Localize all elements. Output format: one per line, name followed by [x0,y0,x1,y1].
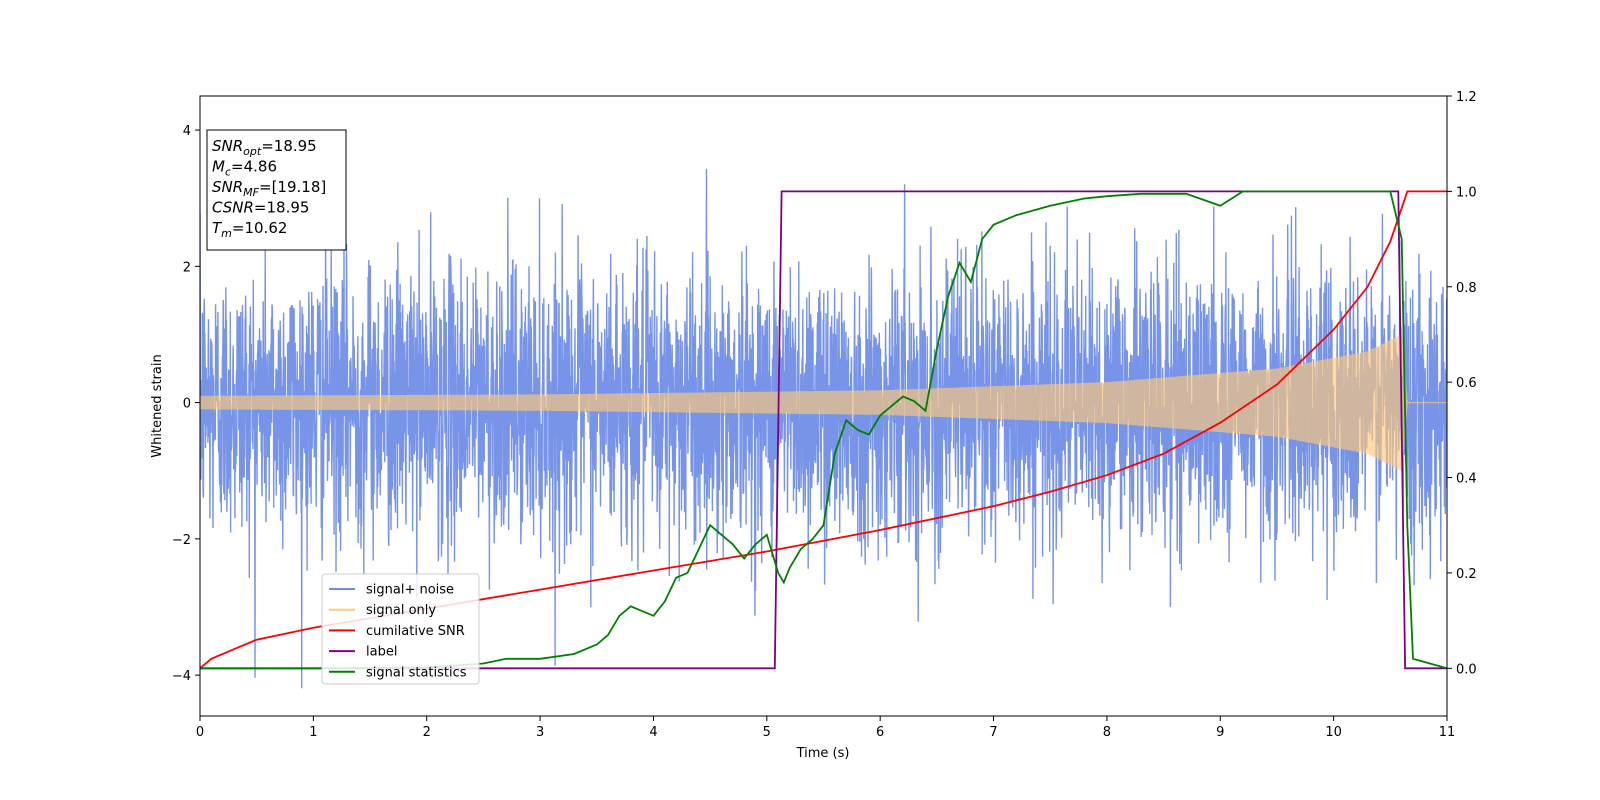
legend-label: signal only [366,603,436,618]
info-line: SNRopt=18.95 [212,137,317,158]
x-axis-label: Time (s) [796,746,850,761]
info-line-value: =18.95 [261,137,317,155]
x-tick-label: 11 [1439,725,1456,740]
info-line-symbol: CSNR [212,199,254,217]
series-layer [200,168,1447,689]
series-signal-only [200,334,1447,471]
x-tick-label: 8 [1103,725,1111,740]
info-line-symbol: M [212,158,225,176]
info-line: SNRMF=[19.18] [212,178,326,199]
x-tick-label: 5 [763,725,771,740]
x-axis: 0 1 2 3 4 5 6 7 8 9 10 11 [196,716,1455,740]
info-line-value: =18.95 [254,199,310,217]
y-axis-left: 4 2 0 −2 −4 [172,124,200,684]
legend-label: cumilative SNR [366,624,465,639]
y2-tick-label: 1.0 [1456,185,1477,200]
legend-frame [321,573,480,685]
x-tick-label: 0 [196,725,204,740]
x-tick-label: 6 [876,725,884,740]
y2-tick-label: 0.2 [1456,567,1477,582]
y-axis-right: 1.2 1.0 0.8 0.6 0.4 0.2 0.0 [1447,90,1477,677]
legend: signal+ noise signal only cumilative SNR la… [321,573,480,685]
info-line: CSNR=18.95 [212,199,309,217]
legend-label: label [366,645,397,660]
x-tick-label: 2 [423,725,431,740]
x-tick-label: 1 [309,725,317,740]
info-line-symbol: T [212,219,223,237]
plot-frame [199,95,1448,717]
info-box: SNRopt=18.95Mc=4.86SNRMF=[19.18]CSNR=18.… [206,129,347,251]
info-line-symbol: SNR [212,137,243,155]
y2-tick-label: 0.6 [1456,376,1477,391]
series-cumilative-snr [200,190,1447,669]
info-line-symbol: SNR [212,178,243,196]
info-box-frame [206,129,347,251]
x-tick-label: 7 [989,725,997,740]
legend-label: signal statistics [366,665,467,680]
info-line: Tm=10.62 [212,219,287,240]
y2-tick-label: 0.0 [1456,662,1477,677]
y-tick-label: −2 [172,533,191,548]
x-tick-label: 3 [536,725,544,740]
y2-tick-label: 0.8 [1456,281,1477,296]
info-line-subscript: m [221,227,232,240]
x-tick-label: 4 [649,725,657,740]
y-tick-label: 4 [183,124,191,139]
y-tick-label: −4 [172,669,191,684]
y-tick-label: 0 [183,397,191,412]
y2-tick-label: 1.2 [1456,90,1477,105]
info-line-value: =[19.18] [259,178,326,196]
info-line-subscript: MF [243,186,259,199]
info-line-subscript: opt [243,145,262,158]
y2-tick-label: 0.4 [1456,472,1477,487]
y-axis-label: Whitened strain [150,354,165,457]
x-tick-label: 9 [1216,725,1224,740]
info-line-value: =10.62 [232,219,288,237]
legend-label: signal+ noise [366,583,454,598]
x-tick-label: 10 [1325,725,1342,740]
info-line-subscript: c [225,166,231,179]
info-line-value: =4.86 [231,158,277,176]
series-label [200,190,1447,670]
series-signal-statistics [200,190,1447,670]
info-line: Mc=4.86 [212,158,277,179]
y-tick-label: 2 [183,260,191,275]
